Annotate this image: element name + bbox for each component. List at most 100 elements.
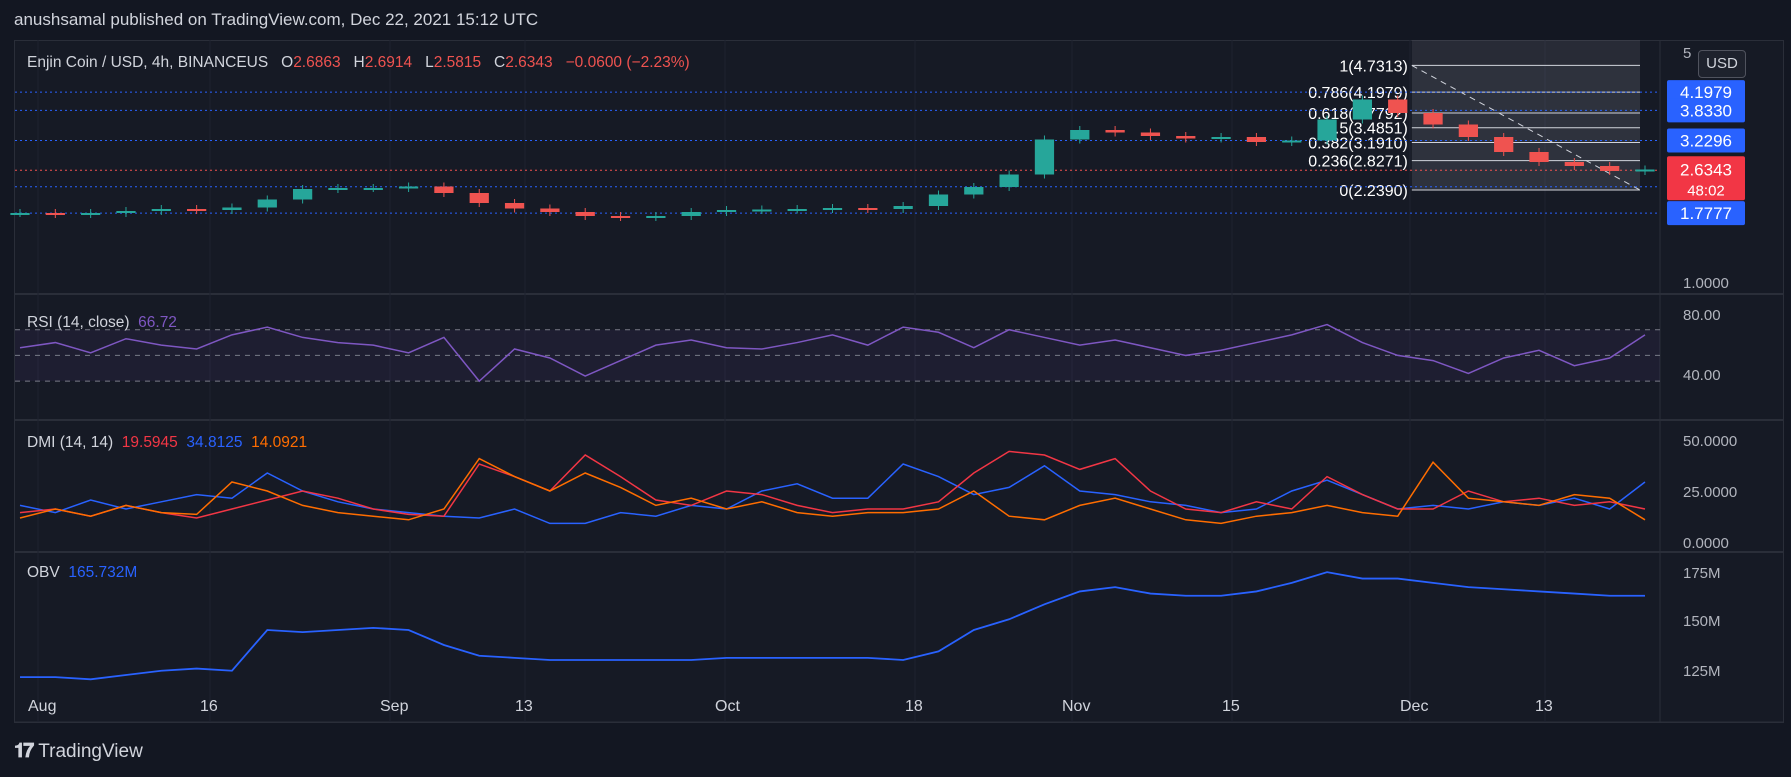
level-price-label: 4.1979 bbox=[1680, 83, 1732, 102]
level-price-badge bbox=[1667, 98, 1745, 123]
level-price-label: 1.7777 bbox=[1680, 204, 1732, 223]
rsi-label: RSI (14, close) bbox=[27, 314, 130, 331]
candle-body bbox=[646, 216, 666, 218]
obv-legend: OBV 165.732M bbox=[27, 564, 137, 582]
level-price-label: 3.2296 bbox=[1680, 132, 1732, 151]
x-tick-label: 18 bbox=[905, 698, 923, 715]
fib-level-label: 1(4.7313) bbox=[1339, 58, 1408, 75]
candle-body bbox=[187, 209, 207, 211]
candle-body bbox=[398, 186, 419, 189]
symbol-name: Enjin Coin / USD, 4h, BINANCEUS bbox=[27, 54, 269, 71]
candle-body bbox=[1246, 137, 1267, 142]
dmi-tick-label: 25.0000 bbox=[1683, 484, 1737, 501]
dmi-minus-value: 19.5945 bbox=[121, 434, 178, 451]
candle-body bbox=[1070, 130, 1090, 140]
candle-body bbox=[1352, 99, 1373, 120]
candle-body bbox=[1317, 119, 1337, 141]
dmi-series-line bbox=[19, 457, 1646, 525]
candle-body bbox=[858, 208, 878, 210]
level-price-badge bbox=[1667, 128, 1745, 153]
rsi-legend: RSI (14, close) 66.72 bbox=[27, 314, 177, 332]
dmi-series-line bbox=[19, 450, 1646, 519]
rsi-tick-label: 40.00 bbox=[1683, 367, 1721, 384]
level-price-badge bbox=[1667, 201, 1745, 226]
candle-body bbox=[1282, 140, 1302, 143]
level-price-label: 3.8330 bbox=[1680, 101, 1732, 120]
change-value: −0.0600 (−2.23%) bbox=[565, 54, 690, 71]
candle-body bbox=[999, 174, 1019, 187]
candle-body bbox=[1211, 137, 1231, 139]
x-tick-label: 16 bbox=[200, 698, 218, 715]
last-price-label: 2.6343 bbox=[1680, 160, 1732, 179]
candle-body bbox=[1388, 99, 1408, 113]
candle-body bbox=[10, 213, 30, 215]
candle-body bbox=[716, 210, 737, 212]
bar-countdown-label: 48:02 bbox=[1687, 182, 1725, 199]
candle-body bbox=[292, 189, 313, 200]
fib-top-shade bbox=[1411, 40, 1640, 66]
candle-body bbox=[1600, 166, 1620, 171]
fib-level-label: 0.5(3.4851) bbox=[1326, 121, 1408, 138]
x-tick-label: Sep bbox=[380, 698, 409, 715]
candle-body bbox=[328, 188, 348, 190]
x-tick-label: 13 bbox=[1535, 698, 1553, 715]
candle-body bbox=[1423, 113, 1443, 125]
candle-body bbox=[469, 193, 489, 203]
x-tick-label: Nov bbox=[1062, 698, 1090, 715]
rsi-tick-label: 80.00 bbox=[1683, 307, 1721, 324]
candle-body bbox=[787, 209, 807, 211]
candle-body bbox=[45, 213, 65, 215]
publisher-line: anushsamal published on TradingView.com,… bbox=[14, 10, 539, 29]
dmi-series-line bbox=[19, 463, 1646, 525]
dmi-plus-value: 34.8125 bbox=[186, 434, 243, 451]
x-tick-label: Aug bbox=[28, 698, 56, 715]
dmi-adx-value: 14.0921 bbox=[251, 434, 308, 451]
price-tick-label: 5 bbox=[1683, 45, 1691, 62]
candle-body bbox=[575, 212, 595, 216]
rsi-series-line bbox=[19, 323, 1646, 383]
obv-label: OBV bbox=[27, 564, 60, 581]
candle-body bbox=[1494, 137, 1514, 152]
open-value: 2.6863 bbox=[293, 54, 341, 71]
last-price-badge bbox=[1667, 156, 1745, 201]
candle-body bbox=[504, 203, 525, 209]
dmi-label: DMI (14, 14) bbox=[27, 434, 114, 451]
candle-body bbox=[1635, 169, 1655, 172]
candle-body bbox=[1458, 124, 1478, 137]
candle-body bbox=[928, 194, 949, 206]
symbol-legend: Enjin Coin / USD, 4h, BINANCEUS O2.6863 … bbox=[27, 54, 690, 72]
candle-body bbox=[540, 208, 560, 212]
rsi-value: 66.72 bbox=[138, 314, 177, 331]
currency-button[interactable]: USD bbox=[1698, 50, 1746, 78]
candle-body bbox=[822, 208, 843, 210]
footer-brand: 𝟏𝟕 TradingView bbox=[14, 740, 143, 763]
close-label: C bbox=[494, 54, 506, 71]
obv-series-line bbox=[20, 571, 1645, 681]
x-tick-label: Dec bbox=[1400, 698, 1428, 715]
low-label: L bbox=[425, 54, 434, 71]
candle-body bbox=[434, 186, 454, 193]
candle-body bbox=[752, 209, 772, 212]
obv-tick-label: 175M bbox=[1683, 565, 1721, 582]
candle-body bbox=[1564, 162, 1584, 166]
candle-body bbox=[1176, 136, 1196, 139]
high-value: 2.6914 bbox=[364, 54, 413, 71]
candle-body bbox=[1105, 130, 1125, 133]
candle-body bbox=[222, 207, 242, 210]
dmi-tick-label: 50.0000 bbox=[1683, 433, 1737, 450]
dmi-legend: DMI (14, 14) 19.5945 34.8125 14.0921 bbox=[27, 434, 307, 452]
candle-body bbox=[257, 199, 277, 208]
fib-level-label: 0(2.2390) bbox=[1339, 183, 1408, 200]
fib-level-label: 0.786(4.1979) bbox=[1308, 85, 1408, 102]
obv-tick-label: 150M bbox=[1683, 613, 1721, 630]
candle-body bbox=[1529, 152, 1549, 162]
candle-body bbox=[363, 188, 383, 190]
candle-body bbox=[151, 209, 171, 211]
candle-body bbox=[116, 211, 136, 213]
tradingview-logo-icon: 𝟏𝟕 bbox=[14, 740, 34, 762]
candle-body bbox=[610, 216, 631, 218]
high-label: H bbox=[353, 54, 365, 71]
dmi-tick-label: 0.0000 bbox=[1683, 535, 1729, 552]
open-label: O bbox=[281, 54, 294, 71]
